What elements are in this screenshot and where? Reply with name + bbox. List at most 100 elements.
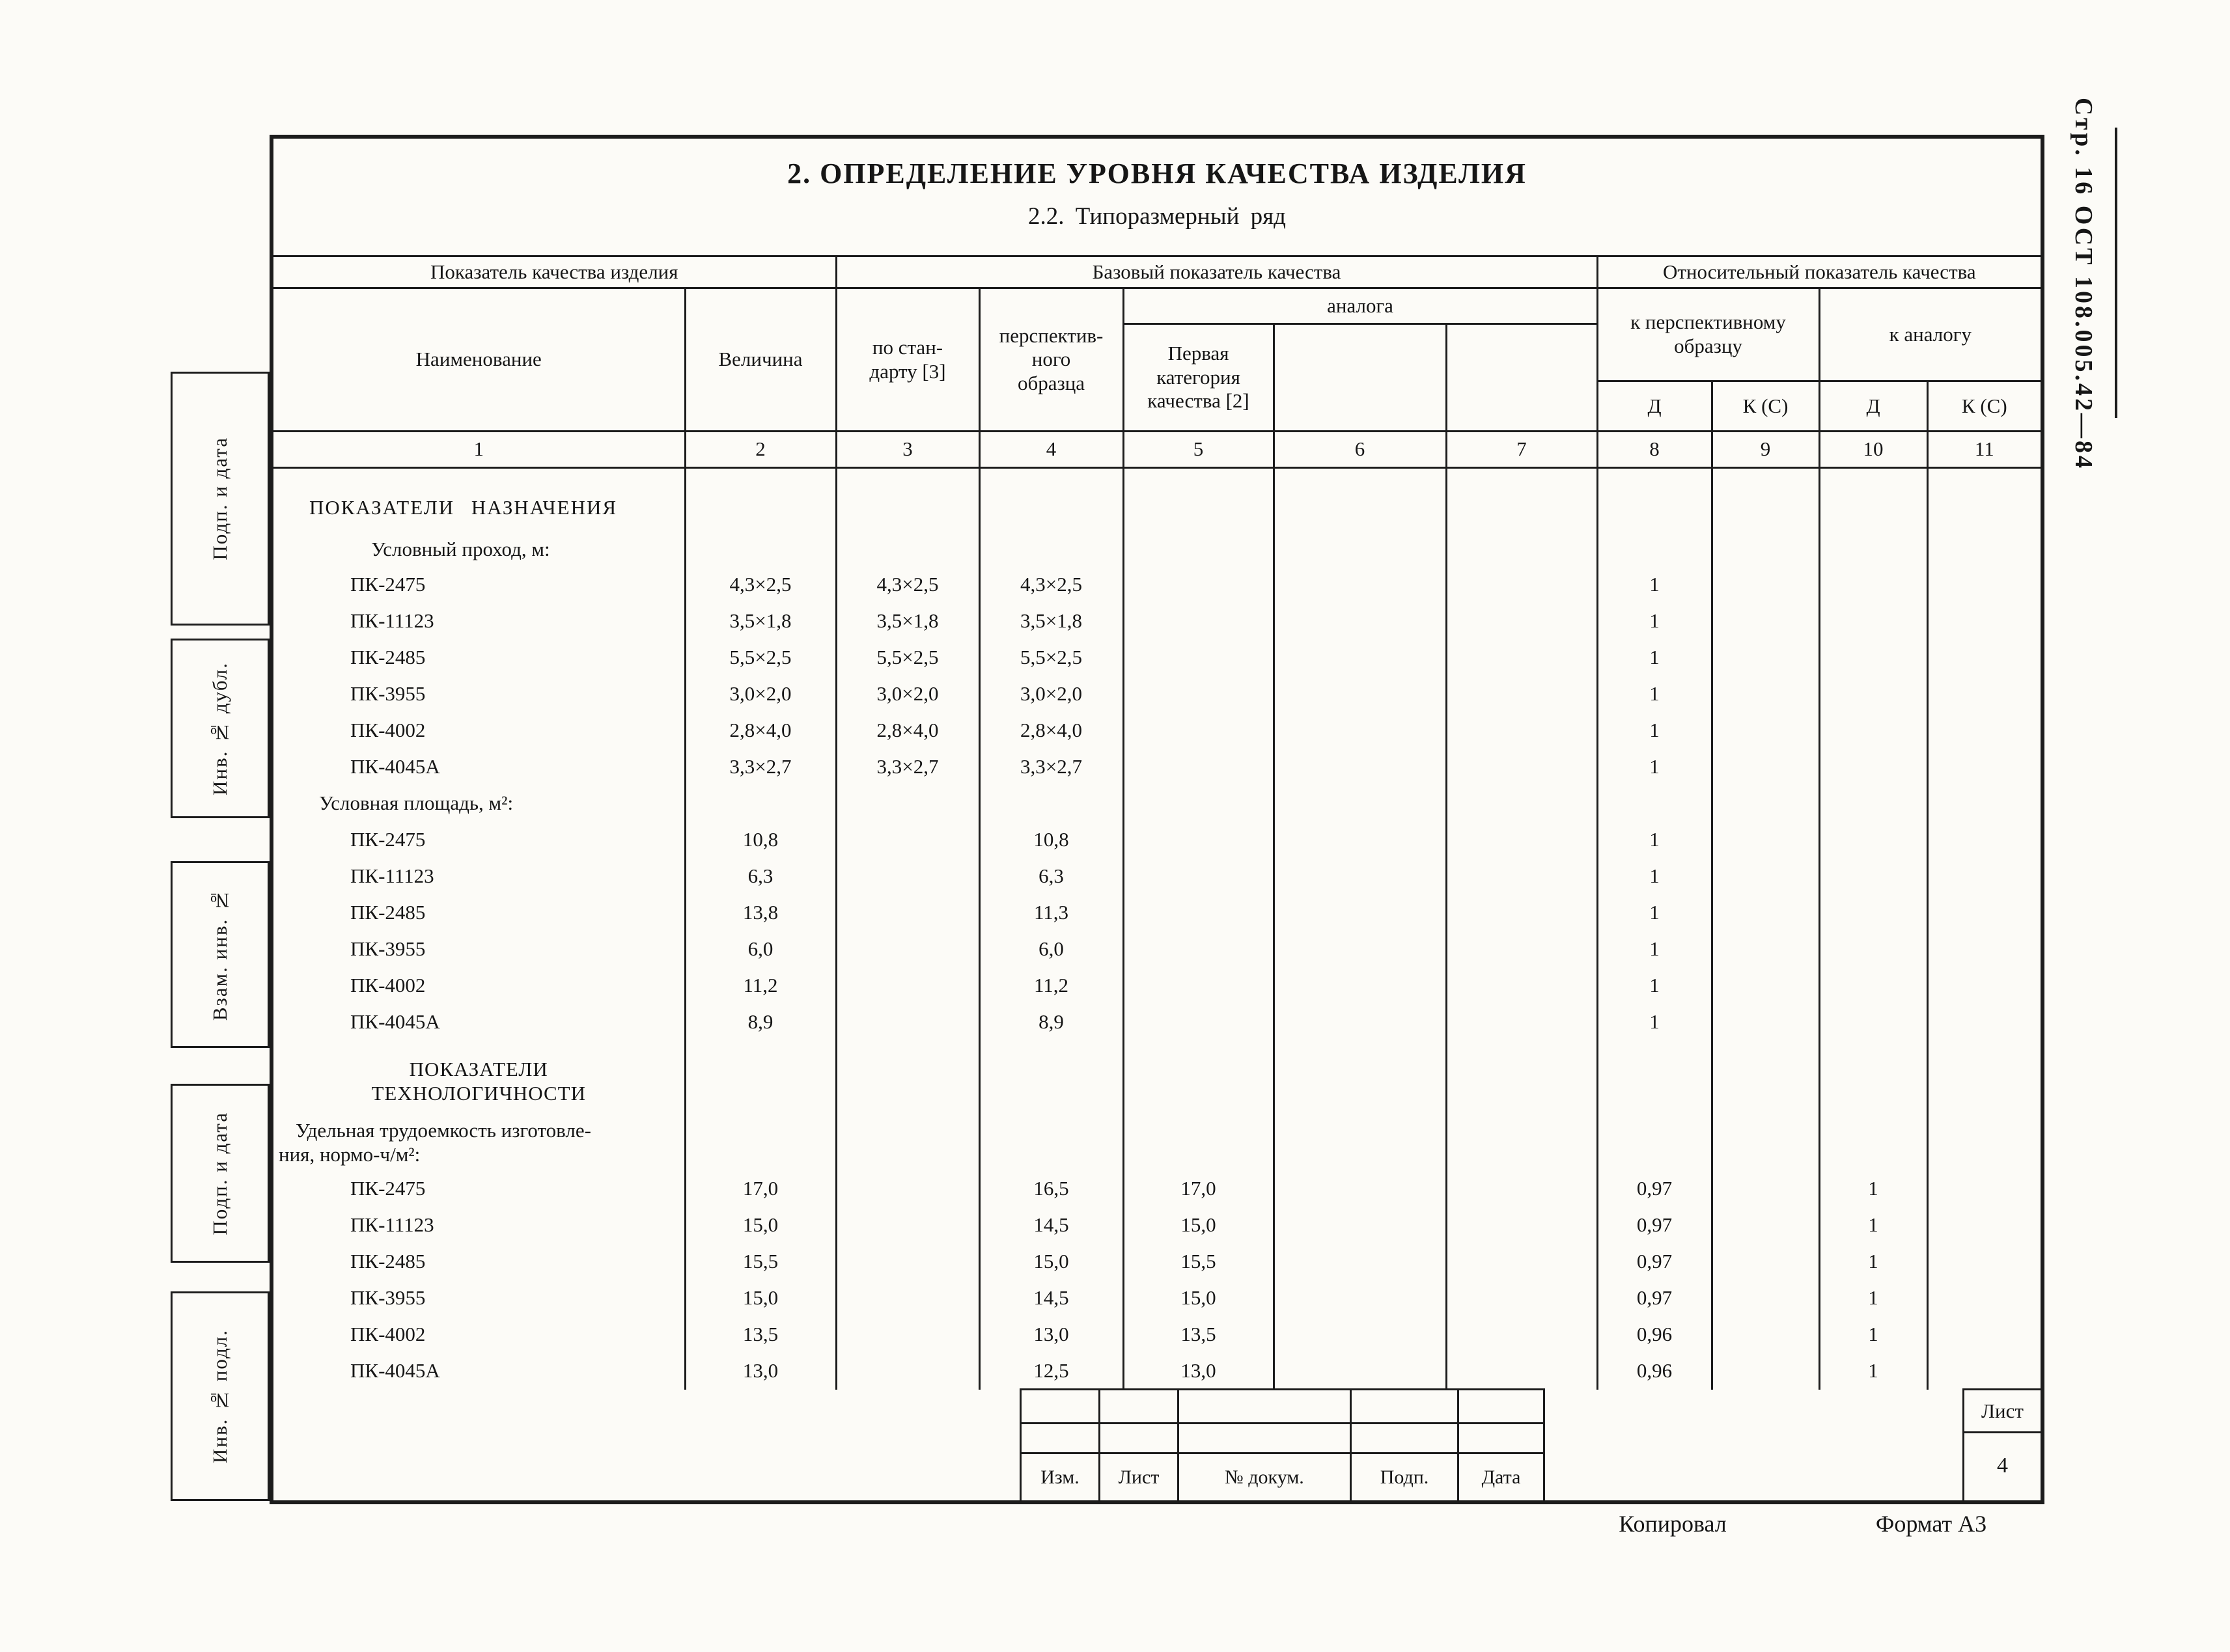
row-cell: 3,5×1,8 — [978, 603, 1124, 640]
table-row: ПК-2485 13,8 11,3 1 — [273, 894, 2041, 931]
row-cell — [1710, 1170, 1820, 1207]
row-cell — [684, 526, 837, 567]
row-cell — [1926, 1316, 2041, 1353]
row-cell — [1445, 894, 1598, 931]
row-cell: 16,5 — [978, 1170, 1124, 1207]
row-cell: 1 — [1596, 894, 1712, 931]
row-label: ПК-11123 — [350, 864, 434, 888]
table-row: ПК-2475 10,8 10,8 1 — [273, 821, 2041, 859]
header-first-category: Первая категория качества [2] — [1122, 324, 1274, 432]
table-row: ПК-2485 15,5 15,0 15,5 0,97 1 — [273, 1243, 2041, 1280]
row-cell — [1926, 603, 2041, 640]
row-cell: 17,0 — [684, 1170, 837, 1207]
revision-cell — [1098, 1422, 1179, 1454]
row-cell: 0,96 — [1596, 1353, 1712, 1390]
row-cell — [1710, 785, 1820, 822]
row-cell — [1926, 858, 2041, 895]
row-cell: 1 — [1818, 1316, 1928, 1353]
row-cell — [835, 858, 980, 895]
row-cell: 15,0 — [978, 1243, 1124, 1280]
revision-cell — [1020, 1422, 1100, 1454]
row-cell — [1818, 1040, 1928, 1112]
page-subtitle: 2.2. Типоразмерный ряд — [1028, 203, 1286, 230]
header-d-1: Д — [1596, 381, 1712, 432]
col-number: 3 — [835, 431, 980, 469]
row-cell: 14,5 — [978, 1280, 1124, 1317]
col-number: 10 — [1818, 431, 1928, 469]
row-cell — [978, 1040, 1124, 1112]
row-cell — [1710, 931, 1820, 968]
table-row: ПК-2475 4,3×2,5 4,3×2,5 4,3×2,5 1 — [273, 566, 2041, 603]
row-cell: 15,5 — [684, 1243, 837, 1280]
row-label: ПК-11123 — [350, 1213, 434, 1237]
document-frame: 2. ОПРЕДЕЛЕНИЕ УРОВНЯ КАЧЕСТВА ИЗДЕЛИЯ 2… — [270, 135, 2044, 1504]
row-cell — [1818, 821, 1928, 859]
row-cell — [1710, 894, 1820, 931]
row-cell: 0,97 — [1596, 1207, 1712, 1244]
row-cell — [1710, 603, 1820, 640]
row-cell: 1 — [1818, 1353, 1928, 1390]
table-row: ПК-11123 6,3 6,3 1 — [273, 858, 2041, 895]
row-cell: 1 — [1818, 1280, 1928, 1317]
margin-label: Взам. инв. № — [208, 888, 231, 1021]
row-cell: 6,3 — [978, 858, 1124, 895]
header-group-base: Базовый показатель качества — [835, 255, 1598, 289]
row-cell — [1445, 967, 1598, 1004]
header-to-perspective: к перспективному образцу — [1596, 288, 1820, 382]
row-cell — [1272, 639, 1447, 676]
row-label: ПК-2475 — [350, 1177, 426, 1200]
row-label: ПК-4002 — [350, 974, 426, 997]
row-cell — [1272, 749, 1447, 786]
row-label: ПК-2485 — [350, 646, 426, 669]
row-cell — [1818, 967, 1928, 1004]
row-cell — [1818, 639, 1928, 676]
row-cell — [835, 526, 980, 567]
row-label: ПК-2485 — [350, 1250, 426, 1273]
row-cell: 13,5 — [1122, 1316, 1274, 1353]
row-cell — [1445, 1353, 1598, 1390]
row-cell — [1122, 967, 1274, 1004]
row-cell: 11,2 — [978, 967, 1124, 1004]
row-cell: 11,2 — [684, 967, 837, 1004]
revision-cell — [1457, 1422, 1545, 1454]
row-cell: 2,8×4,0 — [684, 712, 837, 749]
row-cell: 1 — [1596, 821, 1712, 859]
row-cell — [1710, 566, 1820, 603]
row-cell — [978, 467, 1124, 527]
row-cell — [1710, 526, 1820, 567]
row-cell — [1818, 676, 1928, 713]
row-cell — [835, 1040, 980, 1112]
table-row: ПОКАЗАТЕЛИ ТЕХНОЛОГИЧНОСТИ — [273, 1040, 2041, 1112]
row-cell — [1445, 1112, 1598, 1171]
row-cell: 12,5 — [978, 1353, 1124, 1390]
table-row: ПК-4045А 13,0 12,5 13,0 0,96 1 — [273, 1353, 2041, 1390]
row-label: ПК-4045А — [350, 1010, 440, 1034]
row-cell — [1710, 676, 1820, 713]
row-cell: 3,3×2,7 — [835, 749, 980, 786]
row-cell: 15,5 — [1122, 1243, 1274, 1280]
row-cell: 13,0 — [1122, 1353, 1274, 1390]
row-cell — [835, 467, 980, 527]
row-cell — [1272, 1316, 1447, 1353]
row-cell — [1818, 1004, 1928, 1041]
header-row: Первая категория качества [2] — [273, 324, 2041, 432]
header-group-row: Показатель качества изделия Базовый пока… — [273, 255, 2041, 289]
row-cell — [1445, 858, 1598, 895]
row-cell — [1122, 712, 1274, 749]
row-cell — [1926, 1243, 2041, 1280]
row-label: ПК-4002 — [350, 1323, 426, 1346]
row-cell — [835, 894, 980, 931]
row-cell — [1710, 1207, 1820, 1244]
table-row: ПК-11123 3,5×1,8 3,5×1,8 3,5×1,8 1 — [273, 603, 2041, 640]
row-cell — [835, 1207, 980, 1244]
row-cell — [1710, 967, 1820, 1004]
row-cell — [835, 1316, 980, 1353]
row-cell — [1445, 1040, 1598, 1112]
header-value: Величина — [684, 288, 837, 432]
row-cell: 0,96 — [1596, 1316, 1712, 1353]
row-cell — [1122, 894, 1274, 931]
row-cell — [1445, 467, 1598, 527]
header-row: Д К (С) Д К (С) — [273, 381, 2041, 432]
row-cell: 13,0 — [978, 1316, 1124, 1353]
standard-number-note: Стр. 16 ОСТ 108.005.42—84 — [2070, 98, 2097, 471]
